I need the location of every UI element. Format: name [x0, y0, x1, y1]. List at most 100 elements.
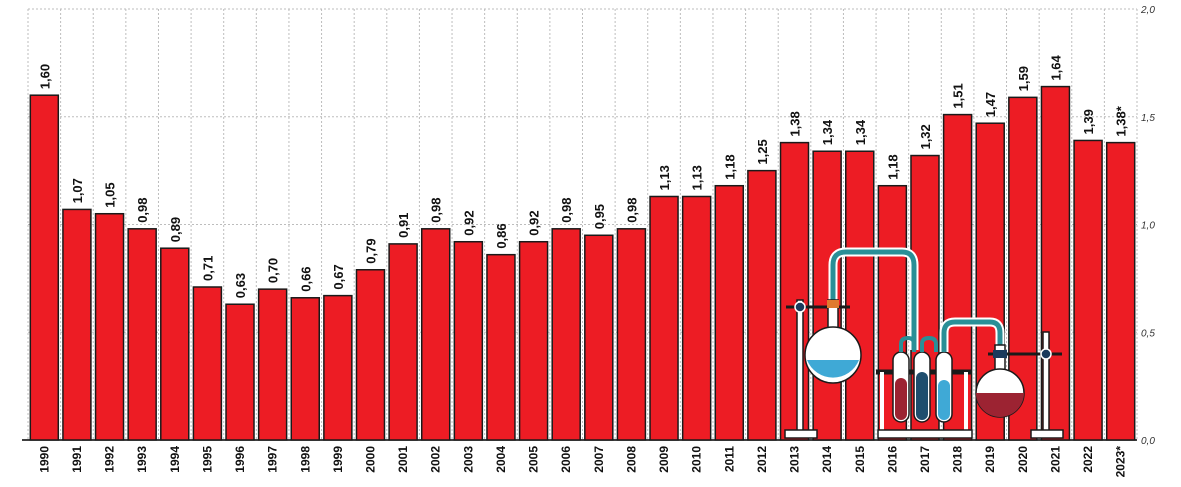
value-label: 1,25: [755, 139, 770, 164]
bar-2009: [649, 195, 679, 441]
bar-2002: [420, 228, 451, 441]
x-tick-label: 2012: [755, 446, 769, 473]
value-label: 1,13: [657, 165, 672, 190]
bar-2004: [486, 253, 516, 441]
value-label: 0,67: [331, 264, 346, 289]
x-tick-label: 2022: [1081, 446, 1095, 473]
x-tick-label: 2011: [722, 446, 736, 472]
labels: 0,0 0,5 1,0 1,5 2,0 1,60 1990 1,07 1991 1,05 1992 0…: [37, 5, 1155, 477]
y-tick-label: 0,0: [1141, 436, 1155, 447]
y-tick-label: 2,0: [1140, 5, 1155, 16]
x-tick-label: 2020: [1016, 446, 1030, 473]
x-tick-label: 2021: [1048, 446, 1062, 473]
value-label: 1,07: [70, 178, 85, 203]
x-tick-label: 2003: [461, 446, 475, 473]
x-tick-label: 1995: [200, 446, 214, 473]
bar-1993: [127, 228, 157, 441]
chemistry-lab-flasks-illustration: [784, 247, 1064, 439]
x-tick-label: 2009: [657, 446, 671, 473]
value-label: 1,64: [1048, 55, 1063, 81]
value-label: 1,18: [722, 154, 737, 179]
value-label: 1,51: [951, 83, 966, 108]
bar-2008: [616, 228, 647, 441]
bar-2011: [714, 184, 745, 441]
x-tick-label: 2010: [690, 446, 704, 473]
bar-2003: [453, 240, 484, 441]
value-label: 0,98: [624, 197, 639, 222]
value-label: 0,98: [135, 197, 150, 222]
bar-1999: [323, 294, 353, 441]
x-tick-label: 1992: [103, 446, 117, 473]
value-label: 0,71: [200, 256, 215, 281]
x-tick-label: 2016: [885, 446, 899, 473]
bar-1997: [257, 288, 288, 441]
bar-1994: [160, 247, 190, 441]
value-label: 1,39: [1081, 109, 1096, 134]
bar-2013: [779, 141, 810, 441]
value-label: 0,66: [298, 266, 313, 291]
value-label: 0,95: [592, 204, 607, 229]
bar-2001: [388, 243, 418, 441]
x-tick-label: 2001: [396, 446, 410, 473]
x-tick-label: 2007: [592, 446, 606, 473]
bar-1996: [225, 303, 255, 441]
x-tick-label: 1998: [298, 446, 312, 473]
value-label: 1,47: [983, 92, 998, 117]
x-tick-label: 1993: [135, 446, 149, 473]
value-label: 1,38*: [1114, 105, 1129, 136]
value-label: 1,38: [788, 111, 803, 136]
value-label: 1,59: [1016, 66, 1031, 91]
value-label: 1,34: [853, 119, 868, 145]
bar-2006: [551, 228, 581, 441]
value-label: 0,86: [494, 223, 509, 248]
value-label: 0,70: [266, 258, 281, 283]
x-tick-label: 2023*: [1114, 446, 1128, 478]
value-label: 0,92: [527, 210, 542, 235]
x-tick-label: 2006: [559, 446, 573, 473]
x-tick-label: 2014: [820, 446, 834, 473]
bar-1990: [29, 94, 60, 441]
y-tick-label: 1,0: [1141, 221, 1155, 232]
value-label: 0,63: [233, 273, 248, 298]
y-tick-label: 0,5: [1141, 328, 1155, 339]
x-tick-label: 2004: [494, 446, 508, 473]
value-label: 0,79: [363, 238, 378, 263]
x-tick-label: 1990: [37, 446, 51, 473]
bar-2007: [584, 234, 614, 441]
x-tick-label: 1991: [70, 446, 84, 473]
value-label: 1,05: [103, 182, 118, 207]
bar-2005: [518, 240, 549, 441]
bar-2021: [1040, 85, 1071, 441]
x-tick-label: 2000: [363, 446, 377, 473]
value-label: 0,89: [168, 217, 183, 242]
bar-1995: [192, 286, 223, 441]
bar-2012: [747, 169, 777, 441]
value-label: 0,92: [461, 210, 476, 235]
value-label: 0,98: [559, 197, 574, 222]
bar-1998: [290, 297, 320, 441]
x-tick-label: 2018: [951, 446, 965, 473]
bar-2023*: [1105, 141, 1136, 441]
x-tick-label: 1999: [331, 446, 345, 473]
x-tick-label: 2002: [429, 446, 443, 473]
bar-1991: [62, 208, 92, 441]
bar-2010: [681, 195, 712, 441]
value-label: 0,91: [396, 213, 411, 238]
x-tick-label: 1994: [168, 446, 182, 473]
x-tick-label: 2017: [918, 446, 932, 473]
x-tick-label: 2015: [853, 446, 867, 473]
y-tick-label: 1,5: [1141, 113, 1155, 124]
value-label: 1,13: [690, 165, 705, 190]
value-label: 1,60: [37, 64, 52, 89]
x-tick-label: 2008: [624, 446, 638, 473]
bar-2015: [845, 150, 875, 441]
x-tick-label: 1997: [266, 446, 280, 473]
bar-2022: [1073, 139, 1103, 441]
value-label: 1,34: [820, 119, 835, 145]
x-tick-label: 2013: [788, 446, 802, 473]
x-tick-label: 2005: [527, 446, 541, 473]
bar-1992: [94, 212, 125, 441]
bar-2000: [355, 269, 386, 441]
x-tick-label: 2019: [983, 446, 997, 473]
